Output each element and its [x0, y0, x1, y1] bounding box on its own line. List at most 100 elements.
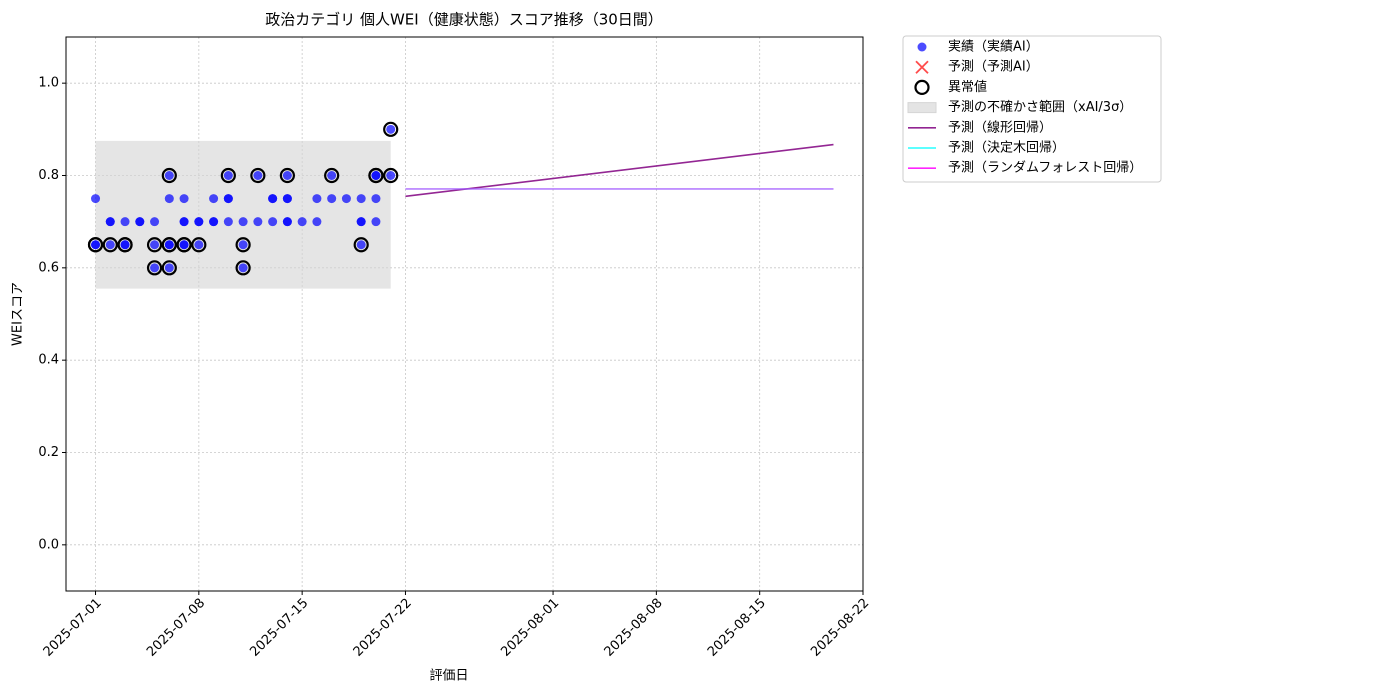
legend-box	[902, 35, 1162, 183]
data-point	[282, 194, 292, 204]
anomaly-point	[117, 237, 133, 253]
data-point	[150, 240, 160, 250]
data-point	[371, 171, 381, 180]
data-point	[209, 194, 219, 204]
data-point	[194, 240, 204, 250]
anomaly-point	[161, 167, 177, 184]
data-point	[164, 240, 174, 250]
data-point	[386, 124, 396, 134]
y-tick-label: 0.0	[38, 537, 59, 552]
data-point	[356, 240, 366, 250]
data-point	[268, 194, 278, 204]
data-point	[120, 217, 130, 227]
legend-symbol	[914, 79, 930, 96]
data-point	[223, 217, 233, 227]
anomaly-point	[102, 237, 118, 253]
anomaly-point	[383, 121, 399, 137]
data-point	[91, 194, 101, 204]
data-point	[105, 217, 115, 227]
data-point	[253, 171, 263, 180]
data-point	[282, 171, 292, 180]
anomaly-point	[383, 167, 399, 184]
anomaly-point	[161, 237, 177, 253]
data-point	[327, 194, 337, 204]
data-point	[223, 194, 233, 204]
legend-label: 予測（予測AI）	[948, 60, 1039, 75]
y-tick-label: 0.8	[38, 168, 59, 183]
y-tick-label: 1.0	[38, 76, 59, 91]
legend-symbol	[917, 42, 927, 52]
x-tick-label: 2025-08-01	[498, 596, 562, 660]
data-point	[164, 171, 174, 180]
legend-label: 実績（実績AI）	[948, 39, 1039, 55]
data-point	[341, 194, 351, 204]
legend-label: 予測（決定木回帰）	[948, 140, 1065, 156]
data-point	[164, 194, 174, 204]
legend-label: 予測（ランダムフォレスト回帰）	[948, 160, 1142, 176]
anomaly-point	[279, 167, 295, 184]
anomaly-point	[235, 260, 251, 276]
data-point	[238, 240, 248, 250]
x-tick-label: 2025-07-01	[41, 596, 105, 660]
legend-symbol	[915, 60, 929, 74]
y-tick-label: 0.4	[38, 353, 59, 368]
x-axis-label: 評価日	[429, 669, 468, 684]
y-tick-label: 0.6	[38, 260, 59, 275]
data-point	[223, 171, 233, 180]
anomaly-point	[353, 237, 369, 253]
data-point	[238, 217, 248, 227]
data-point	[312, 217, 322, 227]
anomaly-point	[87, 237, 104, 253]
prediction-line	[405, 143, 834, 198]
data-point	[194, 217, 204, 227]
data-point	[282, 217, 292, 227]
data-point	[327, 171, 337, 180]
data-point	[179, 217, 189, 227]
x-tick-label: 2025-07-22	[351, 596, 415, 660]
data-point	[253, 217, 263, 227]
y-axis-label: WEIスコア	[11, 282, 26, 346]
data-point	[135, 217, 145, 227]
anomaly-point	[235, 237, 251, 253]
x-tick-label: 2025-08-15	[705, 596, 769, 660]
x-tick-label: 2025-07-15	[247, 596, 311, 660]
anomaly-point	[176, 237, 192, 253]
data-point	[150, 217, 160, 227]
data-point	[91, 240, 101, 250]
anomaly-point	[250, 167, 266, 184]
data-point	[371, 194, 381, 204]
data-point	[164, 263, 174, 273]
anomaly-point	[146, 260, 163, 276]
data-point	[179, 240, 189, 250]
legend-symbol	[907, 102, 937, 114]
x-tick-label: 2025-07-08	[144, 596, 208, 660]
anomaly-point	[368, 167, 384, 184]
data-point	[150, 263, 160, 273]
anomaly-point	[146, 237, 163, 253]
data-point	[105, 240, 115, 250]
anomaly-point	[191, 237, 207, 253]
data-point	[297, 217, 307, 227]
anomaly-point	[324, 167, 340, 184]
data-point	[179, 194, 189, 204]
plot-frame	[65, 36, 864, 592]
legend-label: 予測の不確かさ範囲（xAI/3σ）	[948, 99, 1132, 115]
data-point	[120, 240, 130, 250]
y-tick-label: 0.2	[38, 445, 59, 460]
data-point	[268, 217, 278, 227]
data-point	[371, 217, 381, 227]
legend-label: 異常値	[948, 79, 987, 95]
data-point	[356, 217, 366, 227]
x-tick-label: 2025-08-22	[808, 596, 872, 660]
anomaly-point	[220, 167, 236, 184]
data-point	[238, 263, 248, 273]
data-point	[209, 217, 219, 227]
data-point	[386, 171, 396, 180]
anomaly-point	[161, 260, 177, 276]
data-point	[356, 194, 366, 204]
x-tick-label: 2025-08-08	[602, 596, 666, 660]
data-point	[312, 194, 322, 204]
legend-label: 予測（線形回帰）	[948, 119, 1052, 135]
